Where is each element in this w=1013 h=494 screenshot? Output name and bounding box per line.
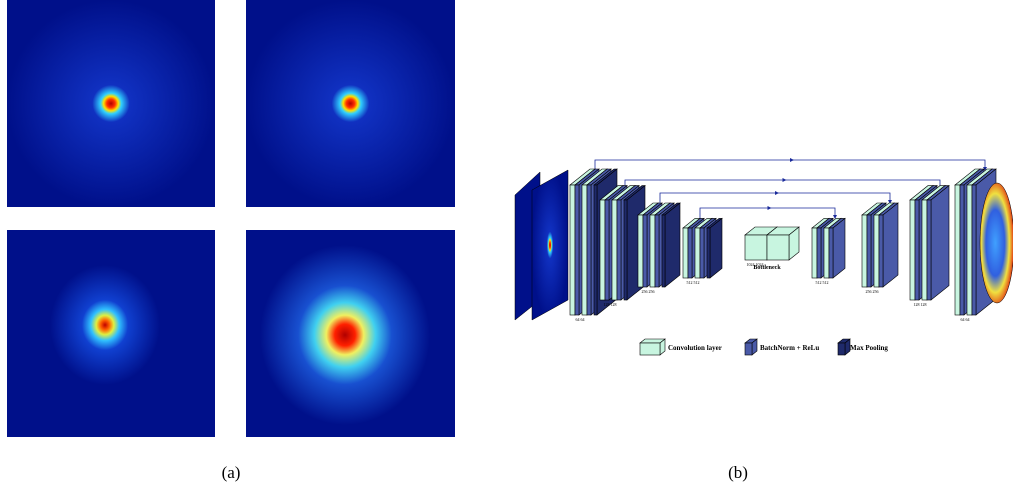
slab-front xyxy=(582,185,587,315)
slab-front xyxy=(745,235,767,260)
speckle-image xyxy=(246,0,455,207)
figure: (a) (b) 64 64128 128256 256512 5121024 1… xyxy=(0,0,1013,494)
channel-label: 256 256 xyxy=(866,289,879,294)
slab-front xyxy=(605,200,609,300)
output-map xyxy=(980,183,1013,303)
slab-front xyxy=(812,228,817,278)
channel-label: 512 512 xyxy=(816,280,829,285)
slab-front xyxy=(867,215,871,287)
arrow-head xyxy=(768,206,772,210)
slab-front xyxy=(910,200,915,300)
slab-side xyxy=(710,218,722,278)
slab-front xyxy=(862,215,867,287)
speckle-images xyxy=(7,0,455,437)
speckle-blob xyxy=(260,245,430,425)
slab-front xyxy=(617,200,621,300)
slab-front xyxy=(570,185,575,315)
slab-front xyxy=(824,228,829,278)
slab-front xyxy=(922,200,927,300)
slab-front xyxy=(955,185,960,315)
slab-front xyxy=(972,185,976,315)
slab-side xyxy=(833,218,845,278)
channel-label: 64 64 xyxy=(576,317,585,322)
slab-front xyxy=(640,343,660,355)
slab-front xyxy=(638,215,643,287)
slab-front xyxy=(587,185,591,315)
slab-front xyxy=(838,343,845,355)
slab-front xyxy=(612,200,617,300)
slab-front xyxy=(624,200,627,300)
slab-front xyxy=(650,215,655,287)
slab-front xyxy=(575,185,579,315)
legend-label: Max Pooling xyxy=(850,344,888,352)
legend-label: BatchNorm + ReLu xyxy=(760,344,819,352)
channel-label: 256 256 xyxy=(642,289,655,294)
legend-label: Convolution layer xyxy=(668,344,722,352)
input-slice xyxy=(532,170,568,320)
slab-front xyxy=(829,228,833,278)
slab-front xyxy=(655,215,659,287)
slab-front xyxy=(927,200,931,300)
slab-front xyxy=(767,235,789,260)
slab-side xyxy=(883,203,898,287)
slab-front xyxy=(600,200,605,300)
slab-front xyxy=(967,185,972,315)
channel-label: 512 512 xyxy=(687,280,700,285)
caption: (a) xyxy=(222,463,241,482)
slab-side xyxy=(665,203,680,287)
slab-front xyxy=(643,215,647,287)
slab-front xyxy=(683,228,688,278)
bottleneck-label: Bottleneck xyxy=(753,265,781,271)
slab-front xyxy=(700,228,704,278)
speckle-blob xyxy=(50,265,160,385)
channel-label: 64 64 xyxy=(961,317,970,322)
speckle-image xyxy=(7,0,215,207)
slab-front xyxy=(662,215,665,287)
slab-front xyxy=(915,200,919,300)
channel-label: 128 128 xyxy=(604,302,617,307)
slab-front xyxy=(707,228,710,278)
slab-front xyxy=(879,215,883,287)
arrow-head xyxy=(775,191,779,195)
slab-side xyxy=(931,186,949,300)
slab-front xyxy=(874,215,879,287)
channel-label: 128 128 xyxy=(914,302,927,307)
arrow-head xyxy=(790,158,794,162)
slab-front xyxy=(817,228,821,278)
caption: (b) xyxy=(728,463,748,482)
slab-front xyxy=(594,185,597,315)
slab-front xyxy=(688,228,692,278)
slab-front xyxy=(745,343,752,355)
arrow-head xyxy=(783,178,787,182)
slab-front xyxy=(960,185,964,315)
slab-front xyxy=(695,228,700,278)
